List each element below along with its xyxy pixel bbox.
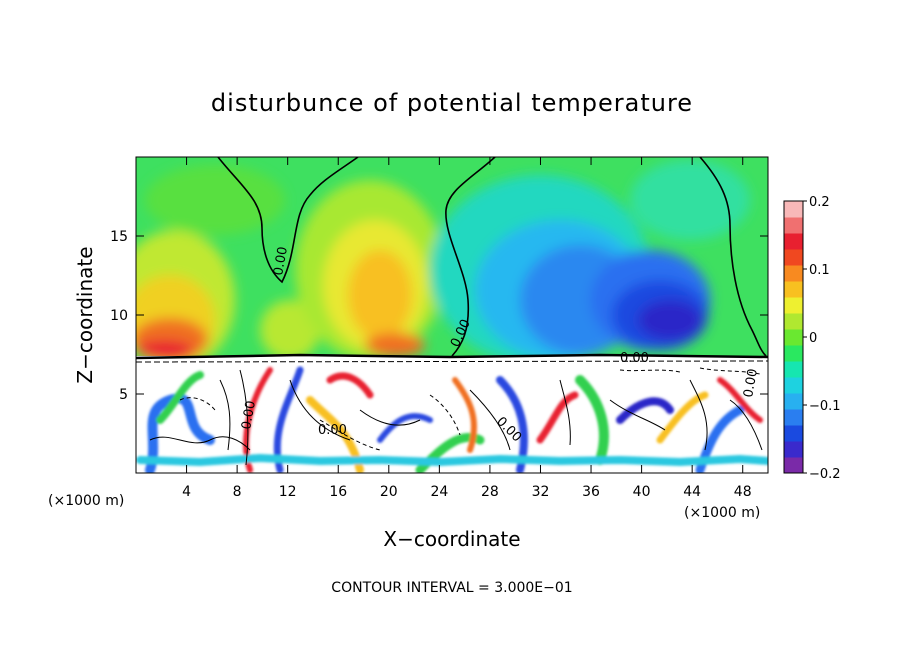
- x-tick-label: 12: [279, 484, 297, 500]
- colorbar-segment: [784, 313, 803, 330]
- colorbar-segment: [784, 201, 803, 218]
- colorbar-segment: [784, 425, 803, 442]
- colorbar-segment: [784, 345, 803, 362]
- colorbar-segment: [784, 361, 803, 378]
- contour-interval-note: CONTOUR INTERVAL = 3.000E−01: [331, 580, 572, 596]
- x-unit-right: (×1000 m): [684, 505, 760, 521]
- x-axis-title: X−coordinate: [383, 527, 520, 551]
- x-tick-label: 40: [633, 484, 651, 500]
- x-tick-label: 16: [329, 484, 347, 500]
- colorbar-segment: [784, 409, 803, 426]
- colorbar-segment: [784, 457, 803, 474]
- interface-line: [136, 353, 768, 360]
- heatmap-upper-field: [136, 157, 768, 358]
- colorbar-tick-label: 0.1: [809, 263, 830, 278]
- colorbar-segment: [784, 281, 803, 298]
- x-tick-label: 32: [532, 484, 550, 500]
- colorbar-tick-label: 0.2: [809, 195, 830, 210]
- x-tick-label: 28: [481, 484, 499, 500]
- contour-label: 0.00: [318, 423, 347, 438]
- colorbar: 0.2 0.1 0 −0.1 −0.2: [783, 195, 841, 482]
- contour-label: 0.00: [741, 368, 761, 399]
- contour-labels: 0.00 0.00 0.00 0.00 0.00 0.00 0.00: [239, 246, 761, 446]
- colorbar-segment: [784, 233, 803, 250]
- y-tick-label: 15: [110, 229, 128, 245]
- x-tick-label: 8: [233, 484, 242, 500]
- colorbar-segment: [784, 393, 803, 410]
- colorbar-segment: [784, 265, 803, 282]
- x-tick-label: 20: [380, 484, 398, 500]
- colorbar-tick-label: −0.2: [809, 467, 841, 482]
- colorbar-tick-label: 0: [809, 331, 817, 346]
- x-tick-label: 4: [182, 484, 191, 500]
- contour-label: 0.00: [271, 246, 291, 277]
- colorbar-segment: [784, 441, 803, 458]
- contour-label: 0.00: [239, 400, 259, 431]
- x-axis: 4 8 12 16 20 24 28 32 36 40 44 48: [182, 157, 752, 500]
- y-axis-title: Z−coordinate: [73, 246, 97, 383]
- colorbar-segment: [784, 377, 803, 394]
- plot-area: [136, 157, 768, 473]
- x-tick-label: 48: [734, 484, 752, 500]
- x-tick-label: 44: [683, 484, 701, 500]
- chart-title: disturbunce of potential temperature: [211, 89, 693, 117]
- y-axis: 5 10 15: [110, 229, 768, 403]
- contour-label: 0.00: [620, 351, 649, 366]
- colorbar-segment: [784, 297, 803, 314]
- colorbar-segment: [784, 217, 803, 234]
- x-unit-left: (×1000 m): [48, 493, 124, 509]
- x-tick-label: 36: [582, 484, 600, 500]
- x-tick-label: 24: [430, 484, 448, 500]
- colorbar-segment: [784, 249, 803, 266]
- y-tick-label: 10: [110, 308, 128, 324]
- colorbar-segment: [784, 329, 803, 346]
- y-tick-label: 5: [119, 387, 128, 403]
- heatmap-lower-field: [136, 356, 768, 473]
- colorbar-tick-label: −0.1: [809, 399, 841, 414]
